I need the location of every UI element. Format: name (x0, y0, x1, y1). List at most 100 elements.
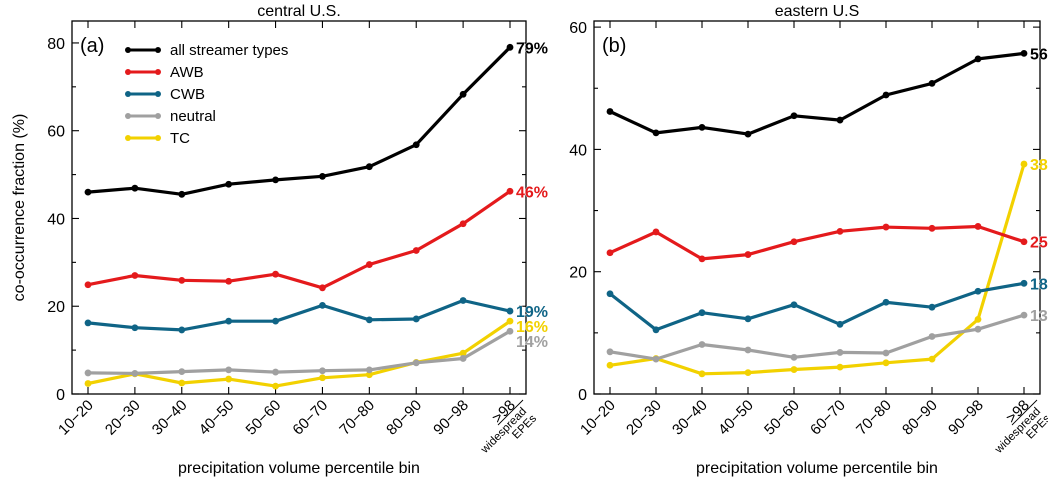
data-point (882, 91, 890, 99)
data-point (744, 346, 752, 354)
series-line-3 (87, 329, 511, 375)
data-point (225, 375, 233, 383)
data-point (698, 255, 706, 263)
data-point (790, 366, 798, 373)
data-point (506, 43, 514, 51)
data-point (652, 228, 660, 236)
x-tick-underline (1011, 399, 1038, 426)
data-point (272, 176, 279, 184)
x-tick-label: 40−50 (715, 397, 757, 439)
data-point (1020, 50, 1028, 57)
legend-marker (125, 47, 131, 53)
data-point (974, 223, 982, 230)
x-tick-label: 60−70 (289, 397, 331, 439)
data-point (836, 320, 844, 328)
data-point (365, 316, 373, 324)
data-point (606, 361, 614, 369)
data-point (882, 359, 890, 367)
data-point (459, 297, 467, 304)
data-point (1020, 160, 1028, 168)
data-point (365, 163, 373, 171)
data-point (365, 371, 373, 379)
y-tick-label: 0 (56, 387, 65, 404)
data-point (319, 172, 326, 180)
data-point (606, 108, 614, 115)
data-point (790, 238, 798, 246)
data-point (272, 317, 279, 325)
data-point (459, 220, 467, 228)
data-point (744, 251, 752, 258)
series-end-label: 79% (516, 40, 548, 57)
data-point (606, 249, 614, 257)
y-tick-label: 40 (569, 142, 587, 159)
data-point (506, 187, 514, 195)
legend-marker (125, 69, 131, 75)
data-point (225, 366, 233, 374)
data-point (790, 353, 798, 361)
x-tick-label: 60−70 (807, 397, 849, 439)
data-point (1020, 238, 1028, 246)
data-point (974, 55, 982, 63)
legend-marker (155, 91, 161, 97)
data-point (506, 307, 514, 315)
data-point (698, 370, 706, 378)
data-point (84, 380, 92, 387)
data-point (131, 272, 139, 279)
x-tick-label: 70−80 (853, 397, 895, 439)
data-point (365, 261, 373, 268)
data-point (506, 327, 514, 335)
series-end-label: 25% (1030, 235, 1048, 252)
data-point (178, 276, 186, 284)
data-point (928, 79, 936, 87)
y-tick-label: 0 (578, 387, 587, 404)
series-line-1 (87, 189, 511, 290)
data-point (319, 301, 326, 309)
data-point (131, 184, 139, 192)
data-point (365, 366, 373, 374)
x-tick-label: 70−80 (336, 397, 378, 439)
x-tick-label: 30−40 (669, 397, 711, 439)
series-end-label: 18% (1030, 276, 1048, 293)
series-end-label: 38% (1030, 157, 1048, 174)
data-point (84, 188, 92, 196)
data-point (272, 270, 279, 278)
data-point (131, 369, 139, 377)
data-point (606, 290, 614, 298)
data-point (698, 309, 706, 317)
legend-label: AWB (170, 64, 204, 81)
data-point (1020, 311, 1028, 319)
x-tick-label: 20−30 (623, 397, 665, 439)
series-end-label: 16% (516, 319, 548, 336)
x-axis-label: precipitation volume percentile bin (178, 460, 420, 477)
x-tick-label: 20−30 (102, 397, 144, 439)
data-point (506, 317, 514, 325)
data-point (84, 281, 92, 289)
x-tick-label: 50−60 (243, 397, 285, 439)
panel-a: central U.S. (a) 0 20 40 60 80 co-occurrence fr… (11, 3, 548, 477)
data-point (319, 367, 326, 375)
series-line-2 (609, 281, 1025, 332)
x-tick-label: 80−90 (899, 397, 941, 439)
data-point (698, 123, 706, 131)
data-point (84, 319, 92, 327)
data-point (974, 325, 982, 333)
data-point (836, 349, 844, 356)
data-point (836, 116, 844, 124)
data-point (412, 141, 420, 149)
data-point (178, 190, 186, 198)
legend-label: CWB (170, 86, 205, 103)
x-tick-label: 90−98 (945, 397, 987, 439)
data-point (882, 223, 890, 231)
data-point (698, 341, 706, 348)
data-point (412, 247, 420, 254)
data-point (412, 359, 420, 367)
data-point (744, 315, 752, 323)
series-end-label: 46% (516, 184, 548, 201)
data-point (319, 374, 326, 382)
data-point (928, 303, 936, 311)
plot-frame (593, 20, 1041, 395)
x-tick-label: 30−40 (149, 397, 191, 439)
data-point (459, 355, 467, 362)
chart-title: eastern U.S (775, 3, 859, 20)
